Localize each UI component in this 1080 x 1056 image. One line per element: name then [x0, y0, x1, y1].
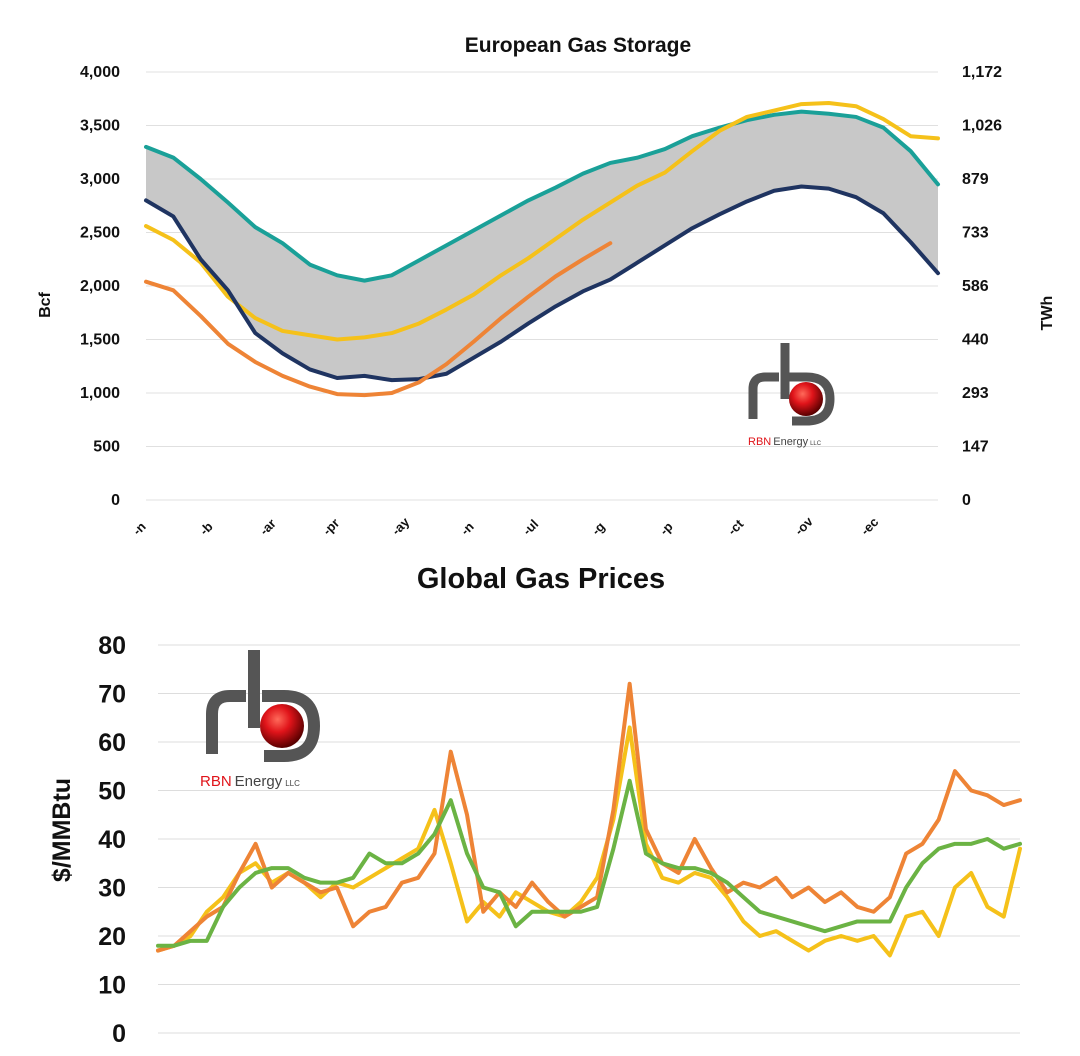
prices-y-axis: 0 10 20 30 40 50 60 70 80	[98, 632, 126, 1048]
storage-x-tick-fragments: -n -b -ar -pr -ay -n -ul -g -p -ct -ov -…	[130, 513, 882, 538]
y-tick-label: 40	[98, 826, 126, 854]
x-tick-fragment: -n	[458, 519, 477, 538]
x-tick-fragment: -ul	[520, 516, 542, 538]
y-tick-label: 500	[93, 439, 120, 456]
prices-y-axis-label: $/MMBtu	[48, 778, 76, 882]
y-tick-label: 30	[98, 875, 126, 903]
rbn-pipe-logo-icon	[206, 650, 321, 762]
y-tick-label: 4,000	[80, 64, 120, 81]
logo-name: Energy	[235, 773, 283, 790]
x-tick-fragment: -p	[657, 519, 676, 538]
storage-chart: European Gas Storage 0 500 1,000 1,500 2,000…	[37, 34, 1056, 538]
storage-left-axis-label: Bcf	[37, 291, 54, 317]
x-tick-fragment: -ay	[389, 514, 413, 538]
y-tick-label: 3,500	[80, 118, 120, 135]
rbn-energy-logo: RBN Energy LLC	[200, 650, 321, 790]
y2-tick-label: 0	[962, 492, 971, 509]
storage-left-axis: 0 500 1,000 1,500 2,000 2,500 3,000 3,500 4,000	[80, 64, 120, 509]
prices-series-2	[156, 778, 1022, 948]
storage-series-2	[144, 184, 940, 383]
logo-brand: RBN	[200, 773, 232, 790]
prices-gridlines	[158, 644, 1020, 1034]
prices-chart-title: Global Gas Prices	[417, 563, 665, 595]
storage-right-axis-label: TWh	[1039, 296, 1056, 331]
y-tick-label: 20	[98, 923, 126, 951]
y-tick-label: 70	[98, 681, 126, 709]
y2-tick-label: 293	[962, 385, 989, 402]
x-tick-fragment: -ar	[257, 516, 279, 538]
prices-series-lines	[156, 681, 1022, 958]
y-tick-label: 1,500	[80, 332, 120, 349]
y2-tick-label: 1,026	[962, 118, 1002, 135]
storage-series-3	[144, 241, 613, 398]
y2-tick-label: 733	[962, 225, 989, 242]
storage-chart-title: European Gas Storage	[465, 34, 691, 57]
y2-tick-label: 440	[962, 332, 989, 349]
logo-brand: RBN	[748, 436, 771, 448]
x-tick-fragment: -ov	[792, 513, 817, 538]
y-tick-label: 2,500	[80, 225, 120, 242]
prices-series-1	[156, 681, 1022, 953]
logo-suffix: LLC	[810, 441, 822, 447]
y2-tick-label: 1,172	[962, 64, 1002, 81]
y-tick-label: 80	[98, 632, 126, 660]
storage-series-0	[144, 109, 940, 283]
y-tick-label: 0	[112, 1020, 126, 1048]
rbn-pipe-logo-icon	[748, 343, 835, 426]
y-tick-label: 0	[111, 492, 120, 509]
x-tick-fragment: -ec	[858, 514, 882, 538]
y2-tick-label: 147	[962, 439, 989, 456]
storage-series-1	[144, 101, 940, 342]
rbn-energy-logo: RBN Energy LLC	[748, 343, 835, 448]
y2-tick-label: 586	[962, 278, 989, 295]
x-tick-fragment: -pr	[320, 515, 343, 538]
logo-name: Energy	[773, 436, 808, 448]
x-tick-fragment: -n	[130, 519, 149, 538]
x-tick-fragment: -ct	[725, 516, 747, 538]
y-tick-label: 50	[98, 778, 126, 806]
y-tick-label: 3,000	[80, 171, 120, 188]
y2-tick-label: 879	[962, 171, 989, 188]
storage-right-axis: 0 147 293 440 586 733 879 1,026 1,172	[962, 64, 1002, 509]
x-tick-fragment: -g	[589, 519, 608, 538]
y-tick-label: 10	[98, 972, 126, 1000]
x-tick-fragment: -b	[197, 519, 216, 538]
storage-range-band	[146, 111, 938, 381]
y-tick-label: 1,000	[80, 385, 120, 402]
prices-chart: Global Gas Prices 0 10 20 30 40 50 60 70 80 $/MM…	[48, 563, 1022, 1048]
storage-series-lines	[144, 101, 940, 398]
logo-suffix: LLC	[285, 779, 300, 788]
y-tick-label: 60	[98, 729, 126, 757]
y-tick-label: 2,000	[80, 278, 120, 295]
